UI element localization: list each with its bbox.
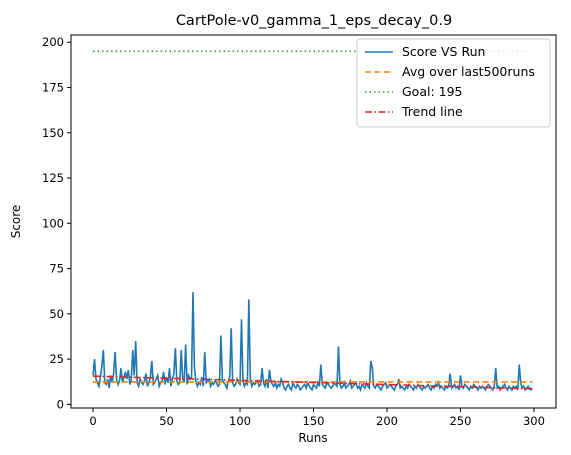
x-tick-label: 200: [376, 414, 398, 428]
y-axis-label: Score: [9, 205, 23, 239]
y-tick-label: 50: [49, 307, 64, 321]
x-axis-label: Runs: [298, 431, 327, 445]
legend-label-3: Trend line: [401, 104, 463, 119]
axes-frame: [70, 34, 557, 409]
y-tick-label: 200: [42, 35, 64, 49]
y-tick-label: 175: [42, 81, 64, 95]
chart-title: CartPole-v0_gamma_1_eps_decay_0.9: [176, 13, 452, 29]
x-tick-label: 300: [523, 414, 545, 428]
x-tick-label: 100: [229, 414, 251, 428]
x-tick-label: 150: [303, 414, 325, 428]
legend: Score VS Run Avg over last500runs Goal: 19…: [356, 38, 551, 128]
y-tick-label: 0: [57, 397, 64, 411]
series-line-3: [93, 375, 533, 390]
y-tick-label: 100: [42, 216, 64, 230]
y-tick-label: 25: [49, 352, 64, 366]
x-tick-label: 50: [159, 414, 174, 428]
y-tick-label: 75: [49, 262, 64, 276]
axis-ticks: 0 50 100 150 200 250 300 0 25 50 75 100 125 150 175 200: [42, 35, 545, 428]
plot-lines: [92, 50, 534, 393]
x-tick-label: 250: [449, 414, 471, 428]
legend-label-2: Goal: 195: [402, 84, 463, 99]
legend-label-1: Avg over last500runs: [402, 64, 535, 79]
x-tick-label: 0: [89, 414, 96, 428]
legend-label-0: Score VS Run: [402, 44, 485, 59]
y-tick-label: 125: [42, 171, 64, 185]
legend-box: [356, 38, 551, 128]
y-tick-label: 150: [42, 126, 64, 140]
